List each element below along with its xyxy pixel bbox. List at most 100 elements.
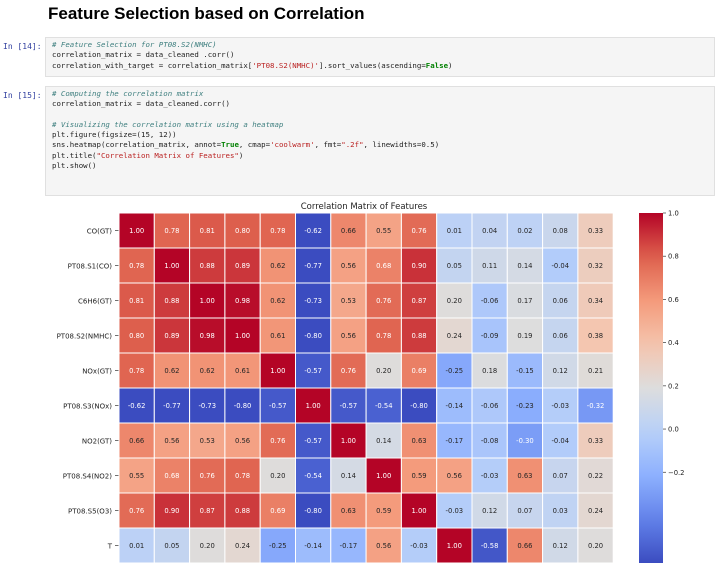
cell-value: -0.62: [304, 227, 322, 235]
cell-value: -0.58: [481, 542, 499, 550]
heatmap-cell: [153, 492, 191, 529]
row-label: PT08.S2(NMHC): [57, 333, 113, 341]
heatmap-cell: [542, 387, 579, 424]
cell-value: 0.62: [200, 367, 215, 375]
heatmap-cell: [330, 422, 367, 459]
heatmap-cell: [118, 352, 155, 389]
cell-value: 0.78: [376, 332, 391, 340]
cell-value: 0.98: [235, 297, 250, 305]
cell-value: 0.69: [411, 367, 426, 375]
cell-value: 1.00: [129, 227, 144, 235]
cell-value: 0.53: [200, 437, 215, 445]
heatmap-cell: [153, 457, 191, 494]
cell-value: 0.90: [164, 507, 179, 515]
cell-value: -0.30: [516, 437, 534, 445]
heatmap-cell: [436, 527, 473, 564]
cell-value: 0.55: [129, 472, 144, 480]
row-label: T: [107, 543, 113, 551]
cell-value: 0.80: [235, 227, 250, 235]
heatmap-cell: [436, 247, 473, 284]
cell-value: 0.24: [447, 332, 462, 340]
heatmap-cell: [295, 317, 332, 354]
cell-value: 0.12: [553, 542, 568, 550]
cell-value: -0.80: [304, 507, 322, 515]
heatmap-cell: [542, 282, 579, 319]
cell-value: 0.87: [200, 507, 215, 515]
cell-value: 0.03: [553, 507, 568, 515]
code-editor[interactable]: # Computing the correlation matrix corre…: [52, 89, 440, 171]
cell-value: -0.23: [516, 402, 534, 410]
cell-value: 0.66: [517, 542, 532, 550]
heatmap-cell: [365, 317, 402, 354]
heatmap-cell: [400, 492, 438, 529]
cell-value: 0.98: [200, 332, 215, 340]
cell-value: 0.56: [235, 437, 250, 445]
row-label: CO(GT): [87, 228, 113, 236]
cell-value: 0.88: [164, 297, 179, 305]
cell-value: 0.18: [482, 367, 497, 375]
cell-value: -0.03: [481, 472, 499, 480]
cell-value: 0.56: [447, 472, 462, 480]
cell-value: -0.54: [375, 402, 393, 410]
cell-value: -0.57: [304, 437, 322, 445]
cell-value: 0.90: [411, 262, 426, 270]
row-label: PT08.S1(CO): [68, 263, 113, 271]
cell-value: 0.17: [517, 297, 532, 305]
heatmap-cell: [259, 457, 297, 494]
heatmap-cell: [224, 422, 261, 459]
heatmap-cell: [118, 317, 155, 354]
cell-value: 0.76: [341, 367, 356, 375]
cell-value: -0.54: [304, 472, 322, 480]
cell-value: 0.22: [588, 472, 603, 480]
cell-value: -0.03: [446, 507, 464, 515]
cell-value: 0.08: [553, 227, 568, 235]
cell-value: 0.20: [588, 542, 603, 550]
heatmap-cell: [471, 422, 508, 459]
heatmap-cell: [224, 317, 261, 354]
cell-value: -0.09: [481, 332, 499, 340]
heatmap-cell: [118, 492, 155, 529]
heatmap-cell: [365, 422, 402, 459]
heatmap-cell: [118, 247, 155, 284]
cell-value: -0.15: [516, 367, 534, 375]
heatmap-cell: [577, 387, 614, 424]
cell-value: 0.76: [376, 297, 391, 305]
code-cell-14[interactable]: # Feature Selection for PT08.S2(NMHC) co…: [45, 37, 715, 77]
cell-value: 0.20: [200, 542, 215, 550]
row-label: PT08.S3(NOx): [63, 403, 112, 411]
cell-value: 0.20: [270, 472, 285, 480]
heatmap-cell: [577, 527, 614, 564]
row-label: C6H6(GT): [78, 298, 112, 306]
cell-value: -0.03: [551, 402, 569, 410]
cell-value: 0.88: [200, 262, 215, 270]
colorbar-tick-label: 0.4: [668, 339, 679, 347]
cell-value: -0.14: [446, 402, 464, 410]
colorbar-tick-label: 0.8: [668, 253, 679, 261]
cell-value: -0.73: [198, 402, 216, 410]
heatmap-cell: [577, 492, 614, 529]
cell-value: 0.33: [588, 227, 603, 235]
colorbar-tick-label: 0.6: [668, 296, 679, 304]
cell-value: 0.56: [341, 262, 356, 270]
cell-value: 0.78: [129, 367, 144, 375]
cell-value: -0.80: [304, 332, 322, 340]
cell-value: -0.32: [587, 402, 605, 410]
heatmap-cell: [506, 317, 544, 354]
row-label: PT08.S5(O3): [68, 508, 112, 516]
cell-value: 0.81: [129, 297, 144, 305]
cell-value: 0.76: [270, 437, 285, 445]
heatmap-cell: [365, 457, 402, 494]
heatmap-cell: [259, 352, 297, 389]
heatmap-cell: [577, 457, 614, 494]
cell-value: 0.89: [235, 262, 250, 270]
cell-value: 0.69: [270, 507, 285, 515]
row-label: NOx(GT): [82, 368, 112, 376]
heatmap-cell: [471, 527, 508, 564]
cell-value: -0.77: [163, 402, 181, 410]
heatmap-cell: [436, 317, 473, 354]
cell-value: -0.25: [446, 367, 464, 375]
cell-value: -0.57: [269, 402, 287, 410]
code-cell-15[interactable]: # Computing the correlation matrix corre…: [45, 86, 715, 196]
code-editor[interactable]: # Feature Selection for PT08.S2(NMHC) co…: [52, 40, 453, 70]
